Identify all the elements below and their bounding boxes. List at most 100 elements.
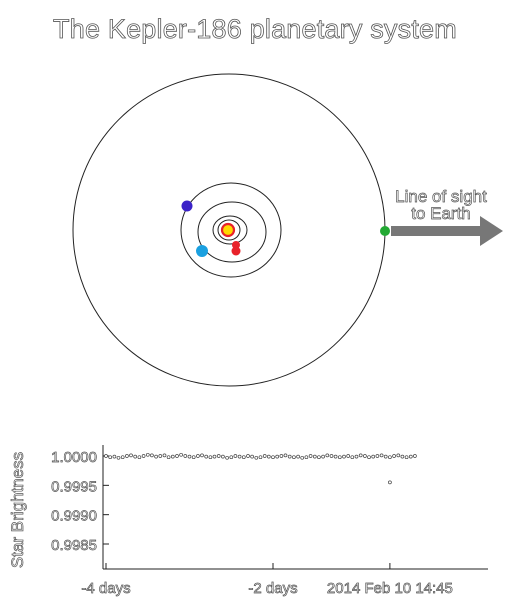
data-point (408, 454, 413, 459)
data-point (204, 454, 209, 459)
data-point (225, 455, 229, 460)
data-point (241, 455, 246, 460)
data-point (104, 454, 108, 458)
data-point (141, 454, 146, 458)
data-point (271, 455, 275, 460)
y-axis-label: Star Brightness (8, 452, 27, 568)
y-tick-label: 0.9990 (51, 508, 97, 525)
data-point (191, 455, 196, 460)
data-point (275, 454, 280, 459)
orbit-e (180, 182, 282, 278)
data-point (116, 455, 121, 460)
x-tick-label: 2014 Feb 10 14:45 (327, 580, 453, 597)
data-points (104, 452, 417, 485)
data-point (358, 453, 363, 458)
data-point (250, 454, 254, 459)
data-point (133, 454, 138, 459)
data-point (254, 455, 259, 460)
data-point (279, 454, 284, 458)
data-point (237, 454, 242, 459)
data-point (379, 453, 384, 458)
data-point (145, 452, 150, 457)
x-tick-label: -2 days (248, 580, 297, 597)
y-tick-label: 1.0000 (51, 449, 97, 466)
data-point (129, 453, 133, 458)
data-point (175, 454, 179, 458)
data-point (304, 455, 309, 460)
planet-f (380, 226, 390, 236)
data-point (125, 454, 129, 458)
data-point (283, 453, 288, 458)
star-kepler-186 (220, 222, 236, 238)
data-point (296, 454, 300, 459)
planet-d (196, 245, 208, 257)
arrow-label-line2: to Earth (411, 204, 471, 223)
data-point (354, 454, 359, 459)
data-point (400, 454, 405, 459)
data-point (196, 454, 200, 458)
data-point (321, 454, 325, 459)
y-tick-label: 0.9985 (51, 537, 97, 554)
y-tick-label: 0.9995 (51, 478, 97, 495)
data-point (120, 455, 125, 460)
data-point (266, 454, 271, 459)
data-point (383, 454, 388, 459)
data-point (342, 454, 346, 459)
arrow-label-line1: Line of sight (395, 187, 487, 206)
data-point (108, 455, 113, 460)
data-point (396, 453, 401, 458)
data-point (317, 455, 321, 460)
data-point (154, 454, 158, 459)
data-point (221, 454, 225, 459)
data-point (292, 455, 296, 460)
data-point (346, 454, 351, 458)
data-point (371, 454, 376, 459)
data-point (413, 454, 417, 458)
planet-c (231, 246, 241, 256)
data-point (363, 454, 367, 458)
data-point (392, 454, 396, 458)
orbit-d (197, 201, 267, 263)
data-point (262, 454, 267, 458)
data-point (312, 454, 317, 459)
x-ticks: -4 days -2 days 2014 Feb 10 14:45 (81, 563, 453, 597)
line-of-sight-arrow (391, 216, 503, 246)
data-point (170, 454, 175, 459)
data-point (367, 455, 371, 460)
orbit-diagram: Line of sight to Earth (72, 73, 503, 387)
orbit-b (217, 219, 241, 241)
data-point (325, 453, 330, 458)
data-point (388, 455, 392, 460)
data-point (200, 453, 204, 458)
data-point (258, 455, 263, 460)
data-point (329, 454, 334, 458)
planet-e (181, 200, 193, 212)
data-point (333, 454, 338, 459)
data-point (388, 480, 392, 485)
data-point (300, 455, 305, 460)
data-point (404, 455, 409, 460)
data-point (158, 454, 163, 458)
data-point (187, 454, 192, 459)
data-point (350, 455, 355, 460)
x-tick-label: -4 days (81, 580, 130, 597)
data-point (150, 453, 154, 458)
figure-title: The Kepler-186 planetary system (53, 14, 458, 45)
data-point (166, 455, 171, 460)
data-point (375, 454, 380, 458)
data-point (287, 454, 292, 459)
data-point (137, 455, 142, 460)
data-point (179, 452, 183, 457)
data-point (112, 454, 117, 459)
data-point (212, 454, 217, 459)
data-point (246, 454, 250, 458)
data-point (162, 453, 167, 458)
data-point (229, 455, 234, 460)
data-point (337, 455, 342, 460)
data-point (308, 454, 313, 458)
data-point (208, 455, 213, 460)
orbit-c (212, 215, 248, 245)
y-ticks: 1.0000 0.9995 0.9990 0.9985 (51, 449, 109, 554)
